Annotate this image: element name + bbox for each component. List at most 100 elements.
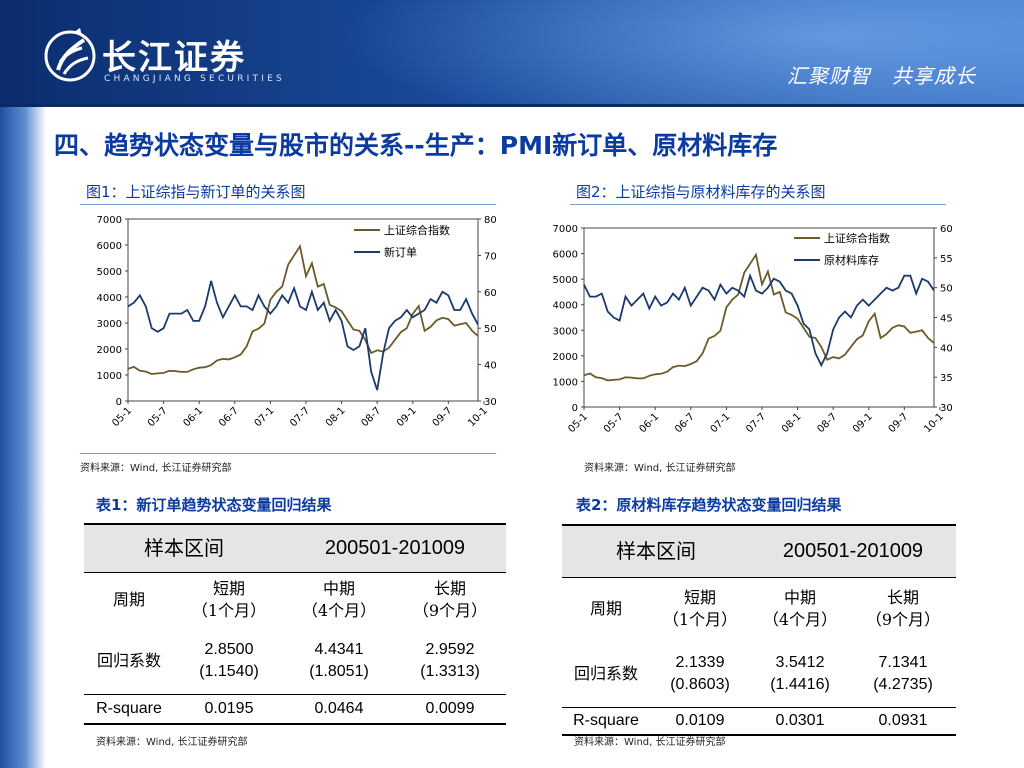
table1-header-value: 200501-201009	[284, 523, 506, 573]
left-axis-tick-label: 4000	[97, 293, 122, 304]
legend-label: 新订单	[384, 245, 417, 259]
table1-coef-mid: 4.4341 (1.8051)	[284, 628, 394, 694]
table2-period-mid: 中期 （4个月）	[750, 577, 850, 641]
coef-se: (0.8603)	[670, 675, 730, 693]
figure1-source: 资料来源：Wind, 长江证券研究部	[80, 463, 232, 474]
coef-se: (1.8051)	[309, 662, 369, 680]
x-axis-tick-label: 09-1	[851, 411, 875, 435]
left-axis-tick-label: 6000	[97, 241, 122, 252]
left-axis-tick-label: 5000	[553, 275, 578, 286]
header-banner: 长江证券 CHANGJIANG SECURITIES 汇聚财智 共享成长	[0, 0, 1024, 107]
table2-coef-row: 回归系数 2.1339 (0.8603) 3.5412 (1.4416) 7.134…	[562, 641, 956, 707]
coef-value: 2.9592	[425, 640, 475, 658]
x-axis-tick-label: 08-1	[324, 405, 348, 429]
period-name: 长期	[886, 588, 919, 608]
legend-label: 上证综合指数	[824, 231, 890, 245]
table2-coef-short: 2.1339 (0.8603)	[650, 641, 750, 707]
x-axis-tick-label: 10-1	[466, 405, 490, 429]
right-axis-tick-label: 30	[484, 397, 497, 408]
period-months: （1个月）	[191, 601, 267, 621]
page-title: 四、趋势状态变量与股市的关系--生产：PMI新订单、原材料库存	[54, 131, 778, 160]
table1-period-long: 长期 （9个月）	[394, 572, 506, 628]
table1-period-mid: 中期 （4个月）	[284, 572, 394, 628]
x-axis-tick-label: 05-1	[110, 405, 134, 429]
left-axis-tick-label: 7000	[553, 224, 578, 235]
header-glow	[300, 0, 1024, 107]
table1-coef-short: 2.8500 (1.1540)	[174, 628, 284, 694]
period-name: 短期	[212, 579, 245, 599]
x-axis-tick-label: 06-7	[217, 405, 241, 429]
table1-period-short: 短期 （1个月）	[174, 572, 284, 628]
coef-se: (1.1540)	[199, 662, 259, 680]
table2-header-label: 样本区间	[562, 524, 750, 578]
x-axis-tick-label: 07-1	[709, 411, 733, 435]
table2-period-long: 长期 （9个月）	[850, 577, 956, 641]
table2-period-short: 短期 （1个月）	[650, 577, 750, 641]
left-axis-tick-label: 1000	[553, 377, 578, 388]
left-axis-tick-label: 1000	[97, 371, 122, 382]
x-axis-tick-label: 06-1	[637, 411, 661, 435]
table1-r2-mid: 0.0464	[284, 693, 394, 725]
x-axis-tick-label: 07-7	[288, 405, 312, 429]
coef-value: 3.5412	[775, 653, 825, 671]
table1-r2-label: R-square	[84, 693, 174, 725]
right-axis-tick-label: 50	[484, 324, 497, 335]
right-axis-tick-label: 60	[940, 224, 953, 235]
right-axis-tick-label: 80	[484, 215, 497, 226]
logo-subtitle: CHANGJIANG SECURITIES	[104, 74, 285, 84]
figure2-source: 资料来源：Wind, 长江证券研究部	[584, 463, 736, 474]
left-axis-tick-label: 3000	[97, 319, 122, 330]
left-axis-tick-label: 2000	[97, 345, 122, 356]
table2-r2-label: R-square	[562, 706, 650, 736]
table1-coef-long: 2.9592 (1.3313)	[394, 628, 506, 694]
series-line-index	[127, 243, 479, 375]
table1-r2-long: 0.0099	[394, 693, 506, 725]
table1-r2-short: 0.0195	[174, 693, 284, 725]
figure1-source-rule	[80, 453, 496, 454]
coef-value: 2.8500	[204, 640, 254, 658]
table1-caption: 表1：新订单趋势状态变量回归结果	[96, 496, 332, 514]
period-name: 长期	[433, 579, 466, 599]
x-axis-tick-label: 05-1	[566, 411, 590, 435]
period-name: 短期	[683, 588, 716, 608]
x-axis-tick-label: 08-1	[780, 411, 804, 435]
figure2-caption-rule	[570, 204, 946, 205]
table2-source: 资料来源：Wind, 长江证券研究部	[574, 737, 726, 748]
left-axis-tick-label: 0	[572, 403, 578, 414]
table1-r2-row: R-square 0.0195 0.0464 0.0099	[84, 693, 506, 725]
header-stripe	[0, 104, 1024, 107]
table2-header-row: 样本区间 200501-201009	[562, 524, 956, 578]
table1: 样本区间 200501-201009 周期 短期 （1个月） 中期 （4个月） 长期…	[84, 523, 506, 725]
right-axis-tick-label: 45	[940, 314, 953, 325]
table1-source: 资料来源：Wind, 长江证券研究部	[96, 737, 248, 748]
left-axis-tick-label: 7000	[97, 215, 122, 226]
series-line-secondary	[583, 272, 935, 368]
right-axis-tick-label: 60	[484, 288, 497, 299]
table2: 样本区间 200501-201009 周期 短期 （1个月） 中期 （4个月） 长期…	[562, 524, 956, 736]
period-name: 中期	[322, 579, 355, 599]
table2-coef-long: 7.1341 (4.2735)	[850, 641, 956, 707]
right-axis-tick-label: 55	[940, 254, 953, 265]
left-axis-tick-label: 6000	[553, 250, 578, 261]
coef-se: (4.2735)	[873, 675, 933, 693]
x-axis-tick-label: 10-1	[922, 411, 946, 435]
period-months: （1个月）	[662, 610, 738, 630]
left-axis-tick-label: 5000	[97, 267, 122, 278]
figure1-chart: 7000 6000 5000 4000 3000 2000 1000 0 80 70 60 50 40 3…	[78, 208, 508, 450]
x-axis-tick-label: 05-7	[602, 411, 626, 435]
x-axis-tick-label: 08-7	[359, 405, 383, 429]
right-axis-tick-label: 30	[940, 403, 953, 414]
period-months: （9个月）	[865, 610, 941, 630]
period-name: 中期	[783, 588, 816, 608]
x-axis-tick-label: 07-1	[253, 405, 277, 429]
legend-label: 原材料库存	[824, 253, 879, 267]
left-axis-tick-label: 0	[116, 397, 122, 408]
x-axis-tick-label: 08-7	[815, 411, 839, 435]
table1-coef-label: 回归系数	[96, 650, 161, 670]
plot-frame	[583, 227, 935, 408]
right-axis-tick-label: 70	[484, 251, 497, 262]
right-axis-tick-label: 40	[484, 361, 497, 372]
table2-period-label: 周期	[589, 599, 622, 619]
x-axis-tick-label: 06-7	[673, 411, 697, 435]
table2-period-row: 周期 短期 （1个月） 中期 （4个月） 长期 （9个月）	[562, 577, 956, 641]
